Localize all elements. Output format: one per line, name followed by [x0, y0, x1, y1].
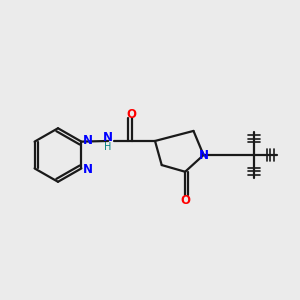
Text: N: N — [83, 163, 93, 176]
Text: O: O — [127, 108, 136, 121]
Text: H: H — [104, 142, 112, 152]
Text: N: N — [103, 131, 113, 144]
Text: N: N — [83, 134, 93, 148]
Text: N: N — [199, 148, 209, 161]
Text: O: O — [180, 194, 190, 207]
